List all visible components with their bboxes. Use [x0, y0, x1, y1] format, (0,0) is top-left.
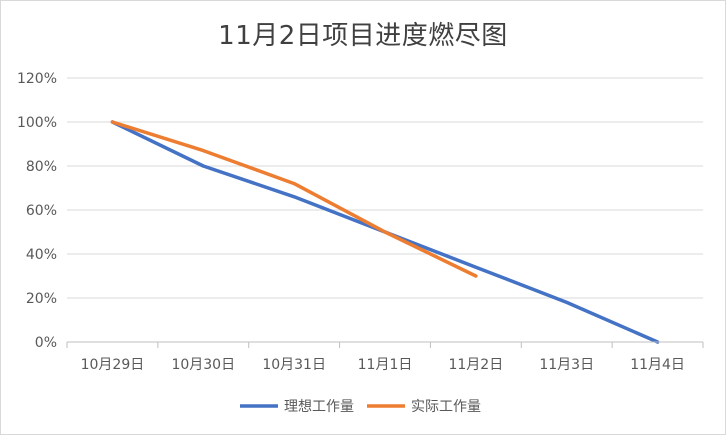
legend-label: 实际工作量	[411, 399, 481, 415]
y-tick-label: 80%	[26, 159, 57, 175]
x-tick-label: 11月3日	[539, 357, 594, 373]
y-tick-label: 100%	[17, 115, 57, 131]
legend: 理想工作量 实际工作量	[240, 399, 481, 415]
x-tick-label: 11月2日	[448, 357, 503, 373]
grid-layer	[67, 77, 703, 299]
y-tick-label: 40%	[26, 247, 57, 263]
chart-title: 11月2日项目进度燃尽图	[218, 21, 508, 51]
y-tick-label: 120%	[17, 71, 57, 87]
x-tick-label: 10月30日	[171, 357, 235, 373]
y-tick-label: 20%	[26, 291, 57, 307]
legend-label: 理想工作量	[284, 399, 354, 415]
axis-layer: 0% 20% 40% 60% 80% 100% 120% 10月29日 10月30日 10月31日…	[17, 71, 704, 373]
y-tick-label: 0%	[35, 335, 57, 351]
x-tick-label: 11月1日	[358, 357, 413, 373]
y-tick-label: 60%	[26, 203, 57, 219]
x-tick-label: 11月4日	[630, 357, 685, 373]
x-tick-label: 10月29日	[81, 357, 145, 373]
series-layer	[110, 120, 660, 344]
series-line-1	[110, 120, 478, 278]
x-tick-label: 10月31日	[262, 357, 326, 373]
